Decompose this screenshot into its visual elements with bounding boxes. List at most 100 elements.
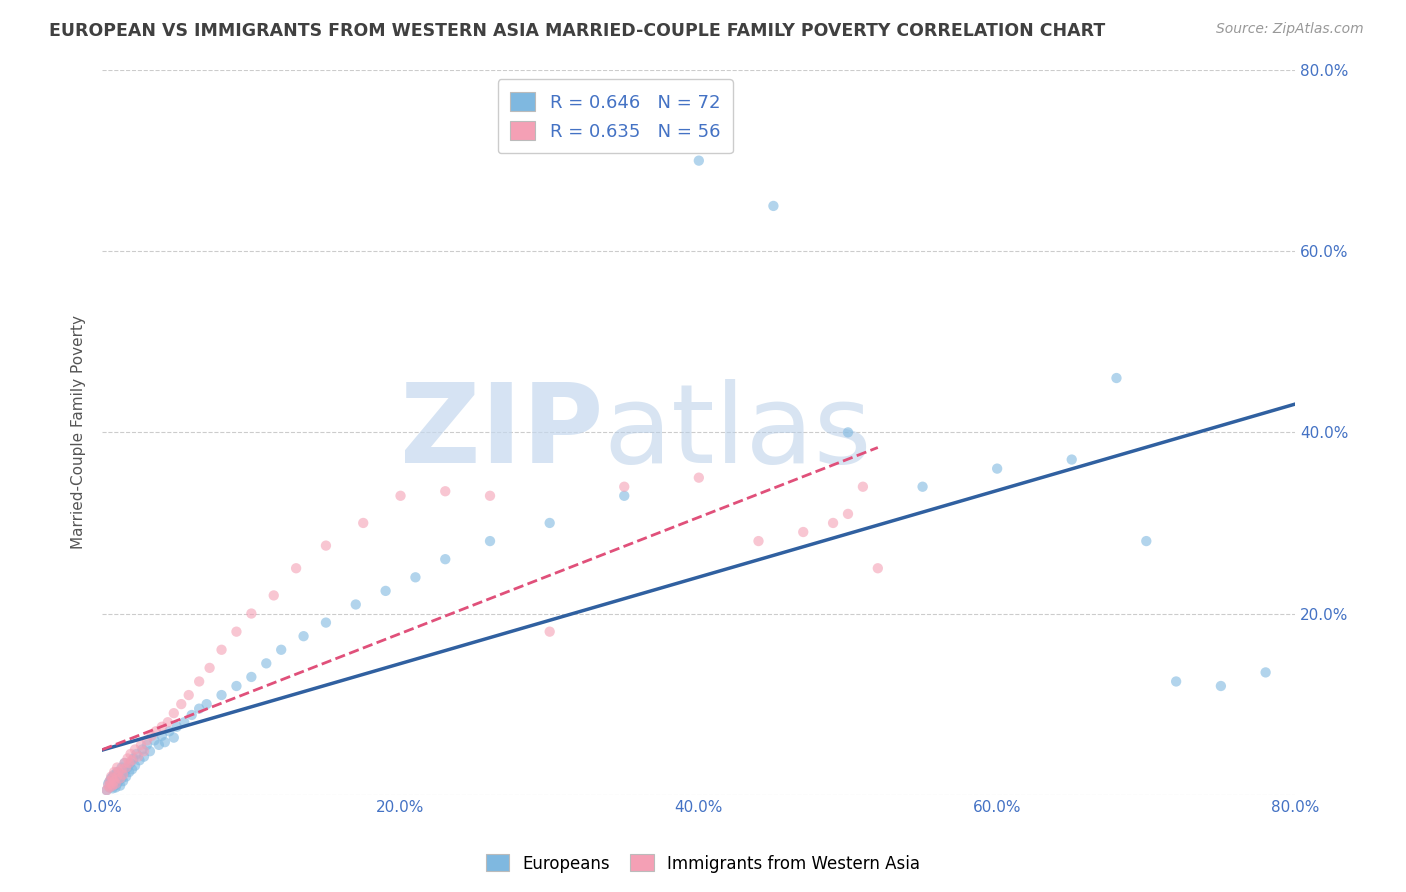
Point xyxy=(163,731,186,745)
Point xyxy=(101,776,124,790)
Point xyxy=(852,480,875,494)
Text: Source: ZipAtlas.com: Source: ZipAtlas.com xyxy=(1216,22,1364,37)
Point xyxy=(198,661,221,675)
Point xyxy=(96,783,118,797)
Point xyxy=(115,770,138,784)
Point xyxy=(143,733,166,747)
Point xyxy=(107,765,129,780)
Point xyxy=(98,774,121,789)
Point xyxy=(1135,534,1157,549)
Point xyxy=(254,657,277,671)
Point xyxy=(100,779,122,793)
Point xyxy=(108,772,131,786)
Point xyxy=(404,570,426,584)
Point xyxy=(1254,665,1277,680)
Point xyxy=(104,773,127,788)
Point xyxy=(986,461,1008,475)
Point xyxy=(97,779,120,793)
Point xyxy=(163,706,186,721)
Point xyxy=(157,724,180,739)
Point xyxy=(225,624,247,639)
Point xyxy=(352,516,374,530)
Point xyxy=(125,747,148,761)
Point xyxy=(101,770,124,784)
Point xyxy=(344,598,367,612)
Point xyxy=(103,774,125,789)
Point xyxy=(110,760,132,774)
Point xyxy=(139,744,162,758)
Point xyxy=(170,697,193,711)
Point xyxy=(538,516,561,530)
Point xyxy=(389,489,412,503)
Point xyxy=(121,753,143,767)
Point xyxy=(479,489,502,503)
Point xyxy=(112,774,135,789)
Point xyxy=(97,777,120,791)
Point xyxy=(122,751,145,765)
Point xyxy=(131,742,153,756)
Point xyxy=(103,765,125,780)
Point xyxy=(837,425,859,440)
Point xyxy=(1105,371,1128,385)
Point xyxy=(101,779,124,793)
Point xyxy=(96,783,118,797)
Point xyxy=(315,539,337,553)
Point xyxy=(101,772,124,786)
Point xyxy=(118,765,141,780)
Point xyxy=(107,774,129,789)
Point xyxy=(132,744,155,758)
Point xyxy=(166,720,188,734)
Point xyxy=(434,552,457,566)
Point xyxy=(613,480,636,494)
Point xyxy=(1209,679,1232,693)
Point xyxy=(285,561,308,575)
Point xyxy=(156,715,179,730)
Point xyxy=(837,507,859,521)
Point xyxy=(136,738,159,752)
Point xyxy=(118,756,141,770)
Point xyxy=(105,760,128,774)
Point xyxy=(127,749,149,764)
Point xyxy=(105,770,128,784)
Point xyxy=(101,781,124,796)
Point xyxy=(103,768,125,782)
Point xyxy=(104,777,127,791)
Point xyxy=(120,756,142,770)
Text: EUROPEAN VS IMMIGRANTS FROM WESTERN ASIA MARRIED-COUPLE FAMILY POVERTY CORRELATI: EUROPEAN VS IMMIGRANTS FROM WESTERN ASIA… xyxy=(49,22,1105,40)
Point xyxy=(866,561,889,575)
Legend: R = 0.646   N = 72, R = 0.635   N = 56: R = 0.646 N = 72, R = 0.635 N = 56 xyxy=(498,79,733,153)
Text: atlas: atlas xyxy=(603,379,872,486)
Point xyxy=(103,779,125,793)
Point xyxy=(538,624,561,639)
Point xyxy=(240,607,263,621)
Point xyxy=(120,747,142,761)
Point xyxy=(117,760,139,774)
Point xyxy=(114,756,136,770)
Point xyxy=(315,615,337,630)
Point xyxy=(148,738,170,752)
Point xyxy=(121,762,143,776)
Point xyxy=(105,765,128,780)
Point xyxy=(110,762,132,776)
Point xyxy=(792,524,814,539)
Point xyxy=(911,480,934,494)
Text: ZIP: ZIP xyxy=(399,379,603,486)
Point xyxy=(479,534,502,549)
Point xyxy=(263,589,285,603)
Point xyxy=(1060,452,1083,467)
Point xyxy=(1166,674,1188,689)
Point xyxy=(117,751,139,765)
Point xyxy=(292,629,315,643)
Point xyxy=(180,708,202,723)
Point xyxy=(108,779,131,793)
Point xyxy=(100,772,122,786)
Point xyxy=(823,516,845,530)
Y-axis label: Married-Couple Family Poverty: Married-Couple Family Poverty xyxy=(72,316,86,549)
Point xyxy=(114,765,136,780)
Point xyxy=(613,489,636,503)
Point xyxy=(688,153,710,168)
Point xyxy=(136,733,159,747)
Point xyxy=(98,780,121,795)
Point xyxy=(132,749,155,764)
Point xyxy=(114,756,136,770)
